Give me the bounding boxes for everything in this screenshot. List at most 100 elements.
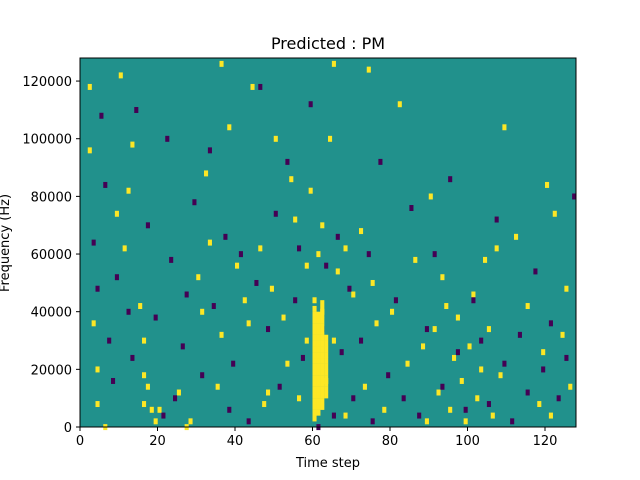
heatmap-cell-high xyxy=(312,380,317,387)
heatmap-cell-high xyxy=(548,412,553,419)
heatmap-cell-low xyxy=(238,251,243,258)
heatmap-cell-low xyxy=(525,389,530,396)
chart-title: Predicted : PM xyxy=(271,34,385,53)
heatmap-cell-high xyxy=(262,401,267,408)
heatmap-cell-high xyxy=(246,320,251,327)
heatmap-cell-high xyxy=(153,418,158,425)
heatmap-cell-low xyxy=(192,199,197,206)
x-axis-label: Time step xyxy=(295,456,360,471)
heatmap-cell-low xyxy=(169,256,174,263)
heatmap-cell-high xyxy=(324,340,329,347)
heatmap-cell-high xyxy=(297,395,302,402)
heatmap-cell-high xyxy=(320,398,325,405)
heatmap-cell-high xyxy=(320,386,325,393)
heatmap-cell-low xyxy=(572,193,577,200)
heatmap-cell-high xyxy=(204,170,209,177)
heatmap-cell-high xyxy=(138,303,143,310)
heatmap-cell-high xyxy=(324,369,329,376)
heatmap-cell-high xyxy=(126,187,131,194)
heatmap-cell-high xyxy=(545,181,550,188)
heatmap-cell-high xyxy=(312,311,317,318)
heatmap-cell-high xyxy=(428,193,433,200)
heatmap-cell-high xyxy=(320,305,325,312)
heatmap-cell-high xyxy=(397,101,402,108)
heatmap-cell-high xyxy=(87,83,92,90)
heatmap-cell-high xyxy=(316,380,321,387)
heatmap-cell-low xyxy=(277,383,282,390)
x-tick-label: 20 xyxy=(149,434,166,449)
heatmap-cell-high xyxy=(486,326,491,333)
heatmap-cell-high xyxy=(494,245,499,252)
heatmap-cell-high xyxy=(471,291,476,298)
heatmap-cell-high xyxy=(312,386,317,393)
heatmap-cell-high xyxy=(479,366,484,373)
heatmap-cell-high xyxy=(316,346,321,353)
y-tick-label: 120000 xyxy=(22,75,72,90)
heatmap-cell-high xyxy=(196,274,201,281)
heatmap-cell-low xyxy=(370,418,375,425)
heatmap-cell-high xyxy=(320,380,325,387)
heatmap-cell-low xyxy=(103,181,108,188)
heatmap-cell-high xyxy=(560,331,565,338)
heatmap-cell-low xyxy=(471,297,476,304)
heatmap-cell-high xyxy=(316,392,321,399)
heatmap-cell-high xyxy=(564,285,569,292)
heatmap-cell-high xyxy=(324,352,329,359)
heatmap-cell-high xyxy=(324,392,329,399)
heatmap-cell-high xyxy=(366,66,371,73)
heatmap-cell-high xyxy=(316,386,321,393)
heatmap-cell-high xyxy=(324,380,329,387)
heatmap-cell-high xyxy=(436,389,441,396)
heatmap-cell-low xyxy=(548,320,553,327)
heatmap-cell-low xyxy=(351,395,356,402)
heatmap-cell-high xyxy=(568,383,573,390)
heatmap-cell-low xyxy=(455,349,460,356)
heatmap-cell-high xyxy=(87,147,92,154)
heatmap-cell-low xyxy=(111,377,116,384)
heatmap-cell-high xyxy=(304,262,309,269)
heatmap-cell-low xyxy=(184,291,189,298)
heatmap-cell-high xyxy=(312,317,317,324)
heatmap-cell-low xyxy=(266,326,271,333)
heatmap-cell-high xyxy=(316,409,321,416)
heatmap-cells xyxy=(87,60,577,431)
x-tick-label: 80 xyxy=(382,434,399,449)
heatmap-cell-high xyxy=(413,256,418,263)
x-axis-ticks: 0 20 40 60 80 100 120 xyxy=(76,427,557,449)
heatmap-cell-low xyxy=(494,216,499,223)
heatmap-cell-high xyxy=(312,340,317,347)
heatmap-cell-low xyxy=(145,222,150,229)
heatmap-cell-high xyxy=(320,334,325,341)
heatmap-cell-high xyxy=(95,366,100,373)
heatmap-cell-low xyxy=(126,308,131,315)
heatmap-cell-low xyxy=(231,360,236,367)
heatmap-cell-high xyxy=(320,357,325,364)
heatmap-cell-high xyxy=(316,311,321,318)
heatmap-cell-high xyxy=(316,323,321,330)
heatmap-cell-high xyxy=(374,320,379,327)
heatmap-cell-high xyxy=(250,83,255,90)
heatmap-cell-low xyxy=(207,147,212,154)
heatmap-cell-high xyxy=(324,334,329,341)
heatmap-cell-high xyxy=(157,406,162,413)
heatmap-cell-high xyxy=(320,222,325,229)
heatmap-cell-low xyxy=(246,418,251,425)
heatmap-cell-low xyxy=(180,343,185,350)
heatmap-cell-high xyxy=(514,233,519,240)
heatmap-cell-high xyxy=(118,72,123,79)
heatmap-cell-high xyxy=(312,409,317,416)
heatmap-cell-high xyxy=(227,124,232,131)
heatmap-cell-high xyxy=(459,377,464,384)
heatmap-cell-low xyxy=(95,285,100,292)
heatmap-cell-low xyxy=(486,401,491,408)
heatmap-cell-low xyxy=(99,112,104,119)
heatmap-cell-high xyxy=(219,331,224,338)
heatmap-cell-low xyxy=(308,101,313,108)
heatmap-cell-high xyxy=(331,337,336,344)
heatmap-cell-low xyxy=(533,268,538,275)
heatmap-cell-high xyxy=(320,328,325,335)
heatmap-cell-high xyxy=(343,412,348,419)
heatmap-cell-high xyxy=(498,372,503,379)
heatmap-cell-high xyxy=(242,297,247,304)
heatmap-cell-high xyxy=(440,274,445,281)
